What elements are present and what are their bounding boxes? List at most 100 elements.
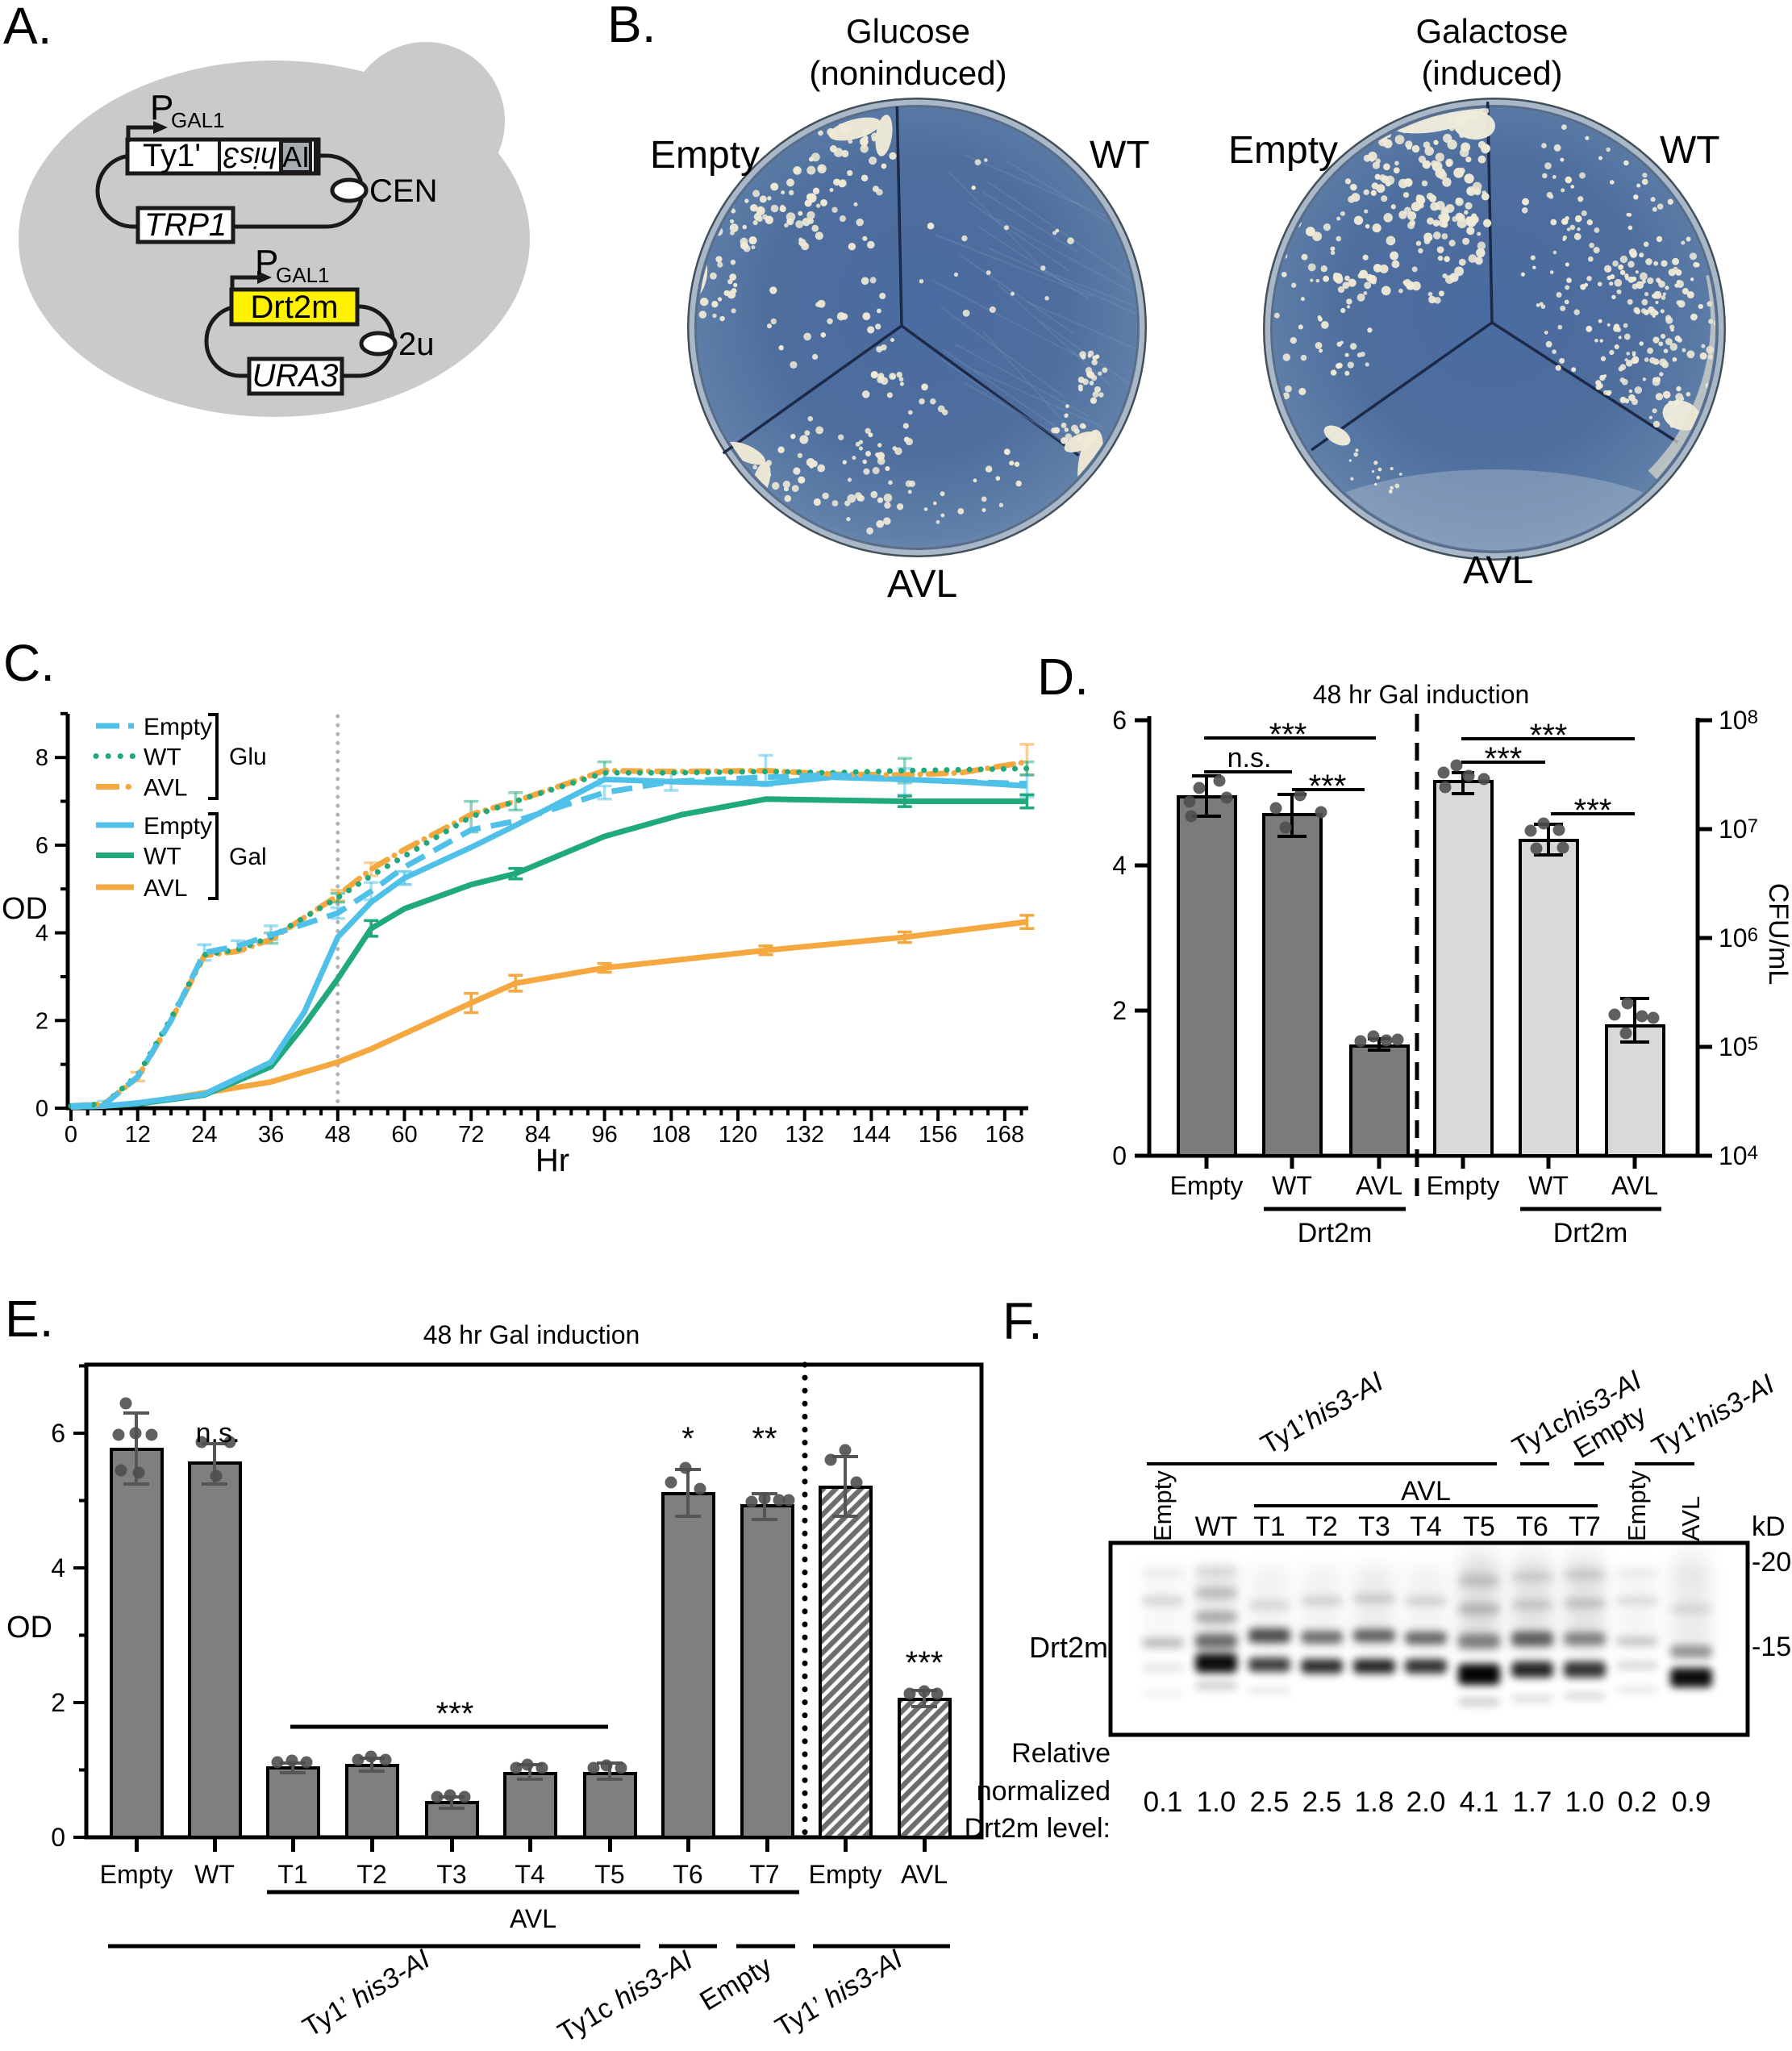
- svg-text:6: 6: [35, 833, 48, 859]
- svg-text:Glucose: Glucose: [846, 12, 970, 50]
- svg-text:AVL: AVL: [1611, 1171, 1658, 1200]
- svg-text:1.8: 1.8: [1355, 1786, 1394, 1818]
- svg-text:T3: T3: [1358, 1511, 1390, 1542]
- svg-text:1.0: 1.0: [1197, 1786, 1236, 1818]
- svg-text:WT: WT: [1660, 129, 1720, 172]
- svg-text:***: ***: [1530, 718, 1568, 753]
- svg-text:4: 4: [1112, 851, 1127, 880]
- svg-text:24: 24: [191, 1122, 217, 1148]
- svg-text:107: 107: [1719, 815, 1758, 844]
- svg-text:Empty: Empty: [650, 134, 760, 177]
- svg-text:Ty1': Ty1': [143, 138, 201, 173]
- svg-text:WT: WT: [1528, 1171, 1569, 1200]
- svg-text:2: 2: [1112, 996, 1127, 1025]
- svg-text:Empty: Empty: [1148, 1470, 1177, 1541]
- svg-text:WT: WT: [144, 744, 181, 771]
- svg-text:-15: -15: [1752, 1632, 1791, 1662]
- svg-text:120: 120: [719, 1122, 757, 1148]
- svg-text:48 hr Gal induction: 48 hr Gal induction: [423, 1320, 640, 1349]
- svg-text:(noninduced): (noninduced): [809, 54, 1006, 92]
- svg-text:Drt2m: Drt2m: [1298, 1218, 1373, 1249]
- svg-text:0: 0: [35, 1096, 48, 1122]
- svg-text:CEN: CEN: [369, 173, 437, 209]
- svg-text:AVL: AVL: [144, 775, 187, 802]
- svg-text:Galactose: Galactose: [1415, 12, 1568, 50]
- svg-text:B.: B.: [607, 0, 656, 53]
- svg-text:A.: A.: [3, 0, 52, 55]
- svg-text:***: ***: [436, 1696, 474, 1732]
- svg-text:Ty1c his3-AI: Ty1c his3-AI: [552, 1945, 698, 2049]
- svg-text:***: ***: [1485, 741, 1523, 777]
- svg-text:2: 2: [51, 1688, 65, 1717]
- svg-text:(induced): (induced): [1421, 54, 1562, 92]
- svg-text:WT: WT: [1195, 1511, 1238, 1542]
- svg-text:Drt2m: Drt2m: [1029, 1631, 1108, 1664]
- svg-text:2.5: 2.5: [1250, 1786, 1290, 1818]
- svg-text:156: 156: [919, 1122, 957, 1148]
- svg-text:Empty: Empty: [144, 813, 212, 840]
- svg-text:***: ***: [1309, 769, 1347, 804]
- svg-text:T6: T6: [673, 1860, 702, 1889]
- svg-text:Gal: Gal: [229, 844, 267, 870]
- svg-text:AVL: AVL: [887, 563, 957, 606]
- svg-text:kD: kD: [1752, 1511, 1786, 1542]
- svg-text:F.: F.: [1002, 1292, 1043, 1350]
- svg-text:Ty1’ his3-AI: Ty1’ his3-AI: [298, 1944, 435, 2044]
- svg-text:GAL1: GAL1: [171, 108, 225, 132]
- svg-text:normalized: normalized: [977, 1776, 1111, 1807]
- svg-text:E.: E.: [5, 1290, 53, 1348]
- svg-text:T7: T7: [1569, 1511, 1601, 1542]
- svg-text:2: 2: [35, 1008, 48, 1034]
- svg-text:T7: T7: [749, 1860, 779, 1889]
- svg-text:0.2: 0.2: [1618, 1786, 1657, 1818]
- svg-text:36: 36: [258, 1122, 284, 1148]
- svg-text:6: 6: [51, 1419, 65, 1448]
- svg-text:2.0: 2.0: [1407, 1786, 1446, 1818]
- svg-text:Empty: Empty: [100, 1860, 173, 1889]
- svg-text:0.1: 0.1: [1144, 1786, 1183, 1818]
- svg-text:***: ***: [906, 1645, 944, 1681]
- svg-text:132: 132: [786, 1122, 824, 1148]
- svg-text:0: 0: [1112, 1141, 1127, 1170]
- svg-text:Ty1’his3-AI: Ty1’his3-AI: [1647, 1369, 1780, 1463]
- svg-text:4: 4: [51, 1553, 65, 1582]
- svg-text:AVL: AVL: [1677, 1496, 1705, 1541]
- svg-text:T5: T5: [1463, 1511, 1495, 1542]
- svg-text:***: ***: [1574, 793, 1612, 828]
- svg-text:48: 48: [325, 1122, 351, 1148]
- svg-text:OD: OD: [2, 892, 48, 926]
- svg-text:105: 105: [1719, 1032, 1758, 1061]
- svg-text:WT: WT: [1272, 1171, 1312, 1200]
- svg-text:2u: 2u: [398, 327, 435, 362]
- svg-text:72: 72: [458, 1122, 484, 1148]
- svg-text:T1: T1: [277, 1860, 307, 1889]
- svg-text:AVL: AVL: [1401, 1476, 1451, 1507]
- svg-text:Empty: Empty: [1427, 1171, 1500, 1200]
- svg-text:AVL: AVL: [1356, 1171, 1402, 1200]
- svg-text:AI: AI: [282, 140, 310, 173]
- svg-text:*: *: [681, 1421, 694, 1457]
- svg-text:TRP1: TRP1: [144, 207, 227, 243]
- svg-text:Relative: Relative: [1011, 1738, 1111, 1769]
- svg-text:OD: OD: [6, 1611, 52, 1645]
- svg-text:0: 0: [51, 1823, 65, 1852]
- svg-text:AVL: AVL: [144, 875, 187, 902]
- svg-text:T1: T1: [1253, 1511, 1286, 1542]
- svg-text:T4: T4: [1410, 1511, 1442, 1542]
- svg-text:T5: T5: [594, 1860, 624, 1889]
- svg-text:Empty: Empty: [809, 1860, 882, 1889]
- svg-text:168: 168: [986, 1122, 1024, 1148]
- svg-text:Drt2m level:: Drt2m level:: [965, 1813, 1111, 1844]
- svg-text:108: 108: [1719, 706, 1758, 735]
- svg-text:Drt2m: Drt2m: [1553, 1218, 1628, 1249]
- svg-text:**: **: [752, 1421, 777, 1457]
- svg-text:Ty1’his3-AI: Ty1’his3-AI: [1256, 1366, 1389, 1461]
- svg-text:n.s.: n.s.: [196, 1418, 240, 1449]
- svg-text:144: 144: [852, 1122, 890, 1148]
- svg-text:P: P: [150, 88, 173, 127]
- svg-text:P: P: [255, 243, 278, 282]
- svg-text:48 hr Gal induction: 48 hr Gal induction: [1313, 680, 1530, 709]
- svg-text:Empty: Empty: [694, 1950, 777, 2016]
- svg-text:WT: WT: [194, 1860, 235, 1889]
- svg-text:84: 84: [525, 1122, 551, 1148]
